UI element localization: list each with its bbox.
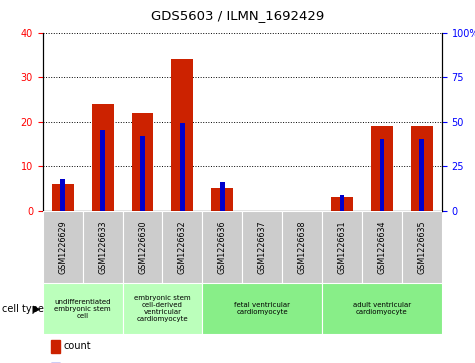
Text: cell type: cell type xyxy=(2,303,44,314)
Bar xyxy=(282,211,322,283)
Bar xyxy=(162,211,202,283)
Bar xyxy=(51,340,59,353)
Bar xyxy=(123,211,162,283)
Text: embryonic stem
cell-derived
ventricular
cardiomyocyte: embryonic stem cell-derived ventricular … xyxy=(134,295,191,322)
Text: GSM1226635: GSM1226635 xyxy=(418,220,426,274)
Text: GSM1226637: GSM1226637 xyxy=(258,220,266,274)
Text: adult ventricular
cardiomyocyte: adult ventricular cardiomyocyte xyxy=(353,302,411,315)
Text: GDS5603 / ILMN_1692429: GDS5603 / ILMN_1692429 xyxy=(151,9,324,22)
Bar xyxy=(132,113,153,211)
Text: ▶: ▶ xyxy=(33,303,41,314)
Bar xyxy=(419,139,424,211)
Bar xyxy=(220,182,225,211)
Bar xyxy=(340,195,344,211)
Text: GSM1226636: GSM1226636 xyxy=(218,220,227,274)
Bar xyxy=(43,283,123,334)
Bar xyxy=(43,211,83,283)
Bar xyxy=(60,179,65,211)
Bar xyxy=(211,188,233,211)
Bar xyxy=(52,184,74,211)
Bar xyxy=(371,126,393,211)
Bar xyxy=(202,283,322,334)
Text: count: count xyxy=(64,341,91,351)
Bar xyxy=(92,104,114,211)
Bar xyxy=(402,211,442,283)
Bar xyxy=(411,126,433,211)
Bar xyxy=(123,283,202,334)
Bar xyxy=(202,211,242,283)
Text: GSM1226634: GSM1226634 xyxy=(378,220,386,274)
Text: GSM1226632: GSM1226632 xyxy=(178,220,187,274)
Bar xyxy=(180,123,185,211)
Text: GSM1226629: GSM1226629 xyxy=(58,220,67,274)
Bar xyxy=(322,211,362,283)
Text: fetal ventricular
cardiomyocyte: fetal ventricular cardiomyocyte xyxy=(234,302,290,315)
Bar xyxy=(171,59,193,211)
Bar xyxy=(331,197,353,211)
Bar xyxy=(322,283,442,334)
Text: GSM1226631: GSM1226631 xyxy=(338,220,346,274)
Bar xyxy=(83,211,123,283)
Bar xyxy=(380,139,384,211)
Bar xyxy=(140,136,145,211)
Bar xyxy=(100,131,105,211)
Text: GSM1226638: GSM1226638 xyxy=(298,220,306,274)
Bar xyxy=(362,211,402,283)
Text: GSM1226633: GSM1226633 xyxy=(98,220,107,274)
Bar xyxy=(242,211,282,283)
Text: GSM1226630: GSM1226630 xyxy=(138,220,147,274)
Text: undifferentiated
embryonic stem
cell: undifferentiated embryonic stem cell xyxy=(54,298,111,319)
